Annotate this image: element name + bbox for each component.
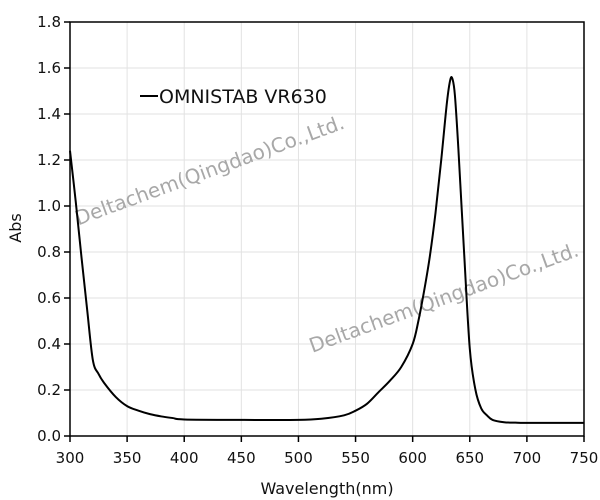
x-tick-label: 750: [570, 449, 599, 467]
x-tick-label: 550: [341, 449, 370, 467]
y-tick-label: 1.4: [37, 105, 61, 123]
y-tick-label: 1.6: [37, 59, 61, 77]
series: [69, 76, 585, 424]
x-tick-label: 400: [170, 449, 199, 467]
y-tick-label: 1.0: [37, 197, 61, 215]
x-tick-label: 500: [284, 449, 313, 467]
legend: OMNISTAB VR630: [140, 86, 327, 108]
y-tick-label: 0.4: [37, 335, 61, 353]
y-tick-label: 1.8: [37, 13, 61, 31]
legend-label: OMNISTAB VR630: [159, 86, 327, 108]
x-tick-label: 600: [398, 449, 427, 467]
y-tick-label: 0.8: [37, 243, 61, 261]
y-tick-label: 1.2: [37, 151, 61, 169]
x-tick-label: 650: [455, 449, 484, 467]
series-line-omnistab-vr630: [69, 76, 585, 424]
x-tick-label: 350: [113, 449, 142, 467]
watermarks: Deltachem(Qingdao)Co.,Ltd.Deltachem(Qing…: [72, 110, 582, 357]
watermark-text: Deltachem(Qingdao)Co.,Ltd.: [72, 110, 348, 230]
y-tick-label: 0.6: [37, 289, 61, 307]
y-axis-label: Abs: [6, 213, 25, 242]
plot-frame: [69, 21, 585, 437]
x-tick-label: 700: [513, 449, 542, 467]
y-tick-label: 0.0: [37, 427, 61, 445]
tick-labels: 300 350 400 450 500 550 600 650 700 750 0.0 0.2 0.4 0…: [37, 13, 598, 467]
grid: [69, 21, 585, 437]
axes: [64, 21, 585, 442]
x-tick-label: 450: [227, 449, 256, 467]
x-axis-label: Wavelength(nm): [260, 479, 393, 498]
x-tick-label: 300: [56, 449, 85, 467]
y-tick-label: 0.2: [37, 381, 61, 399]
